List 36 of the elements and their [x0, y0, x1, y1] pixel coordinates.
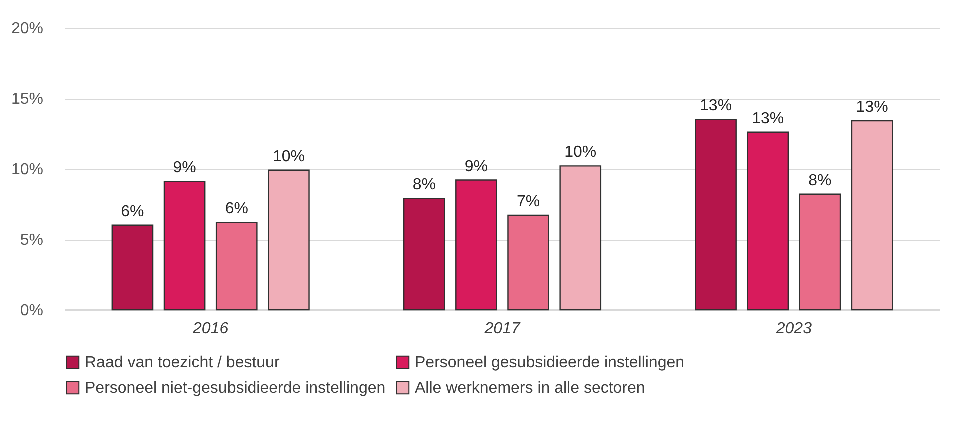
- bar: [508, 214, 550, 311]
- bar: [799, 194, 842, 311]
- legend-label: Alle werknemers in alle sectoren: [415, 380, 646, 397]
- data-label: 7%: [516, 194, 540, 211]
- bar: [112, 224, 154, 311]
- bar: [268, 170, 310, 311]
- y-tick-label: 15%: [11, 91, 44, 108]
- bar: [747, 132, 790, 311]
- x-tick-label: 2016: [192, 320, 229, 338]
- y-tick-label: 10%: [11, 162, 44, 178]
- bar: [695, 119, 737, 311]
- y-tick-label: 5%: [20, 232, 44, 249]
- data-label: 6%: [121, 203, 144, 220]
- x-tick-label: 2023: [775, 320, 812, 338]
- bar: [560, 166, 602, 311]
- y-tick-label: 0%: [20, 302, 44, 320]
- x-tick-label: 2017: [484, 320, 522, 338]
- data-label: 13%: [856, 99, 888, 116]
- legend-label: Personeel gesubsidieerde instellingen: [415, 354, 685, 372]
- data-label: 9%: [464, 158, 488, 176]
- y-tick-label: 20%: [11, 20, 44, 38]
- legend-label: Personeel niet-gesubsidieerde instellingen: [85, 380, 386, 397]
- bar: [851, 120, 894, 311]
- data-label: 10%: [564, 144, 597, 162]
- data-label: 9%: [173, 160, 196, 177]
- data-label: 13%: [700, 98, 732, 115]
- data-label: 10%: [272, 148, 305, 166]
- data-label: 6%: [225, 200, 248, 218]
- data-label: 8%: [412, 176, 436, 194]
- data-label: 8%: [808, 172, 832, 190]
- bar: [403, 198, 446, 311]
- bar: [216, 222, 258, 311]
- legend-label: Raad van toezicht / bestuur: [85, 354, 280, 372]
- data-label: 13%: [752, 110, 784, 128]
- bar: [164, 181, 206, 311]
- bar: [456, 180, 498, 311]
